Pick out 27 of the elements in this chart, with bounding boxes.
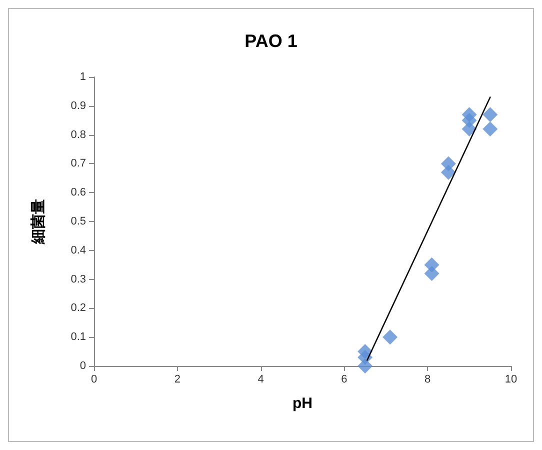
point: [440, 164, 456, 180]
y-tick-label: 0.3: [70, 273, 86, 286]
y-axis-title: 細菌量: [30, 199, 47, 245]
point: [358, 358, 373, 374]
y-tick-label: 0.9: [70, 100, 86, 112]
x-tick-label: 2: [174, 374, 180, 386]
point: [462, 122, 477, 137]
point: [482, 107, 498, 122]
y-tick-label: 0.5: [70, 216, 86, 228]
x-tick-label: 8: [424, 374, 431, 386]
x-tick-label: 10: [504, 374, 518, 386]
x-tick-label: 6: [341, 374, 348, 386]
y-tick-label: 0.2: [70, 302, 86, 314]
y-tick-label: 0.7: [70, 158, 86, 170]
x-tick-label: 4: [258, 374, 264, 386]
point: [424, 266, 440, 282]
y-tick-label: 0.6: [70, 186, 86, 199]
x-axis-title: pH: [292, 395, 312, 412]
y-tick-label: 1: [80, 71, 86, 83]
y-tick-label: 0.4: [70, 244, 86, 256]
point: [482, 122, 498, 137]
y-tick-label: 0.1: [70, 331, 86, 344]
x-tick-label: 0: [90, 374, 98, 386]
point: [382, 330, 398, 345]
y-tick-label: 0: [80, 360, 86, 372]
chart-title: PAO 1: [244, 31, 298, 51]
y-tick-label: 0.8: [70, 128, 86, 141]
